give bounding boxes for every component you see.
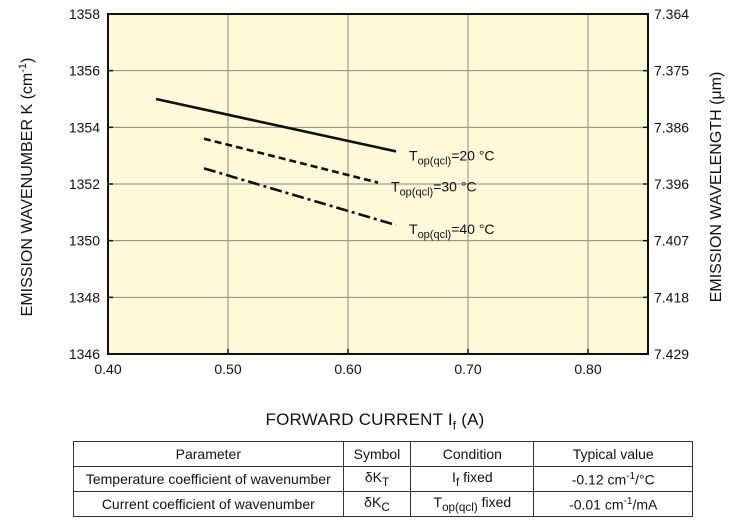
y-axis-label: EMISSION WAVENUMBER K (cm-1)	[17, 58, 36, 317]
grid	[107, 13, 648, 355]
y2-tick-label: 7.418	[654, 289, 689, 305]
header-typical-value: Typical value	[533, 441, 693, 467]
y2-tick-label: 7.364	[654, 6, 689, 22]
y2-tick-label: 7.407	[654, 233, 689, 249]
x-tick-label: 0.60	[334, 361, 361, 377]
y2-tick-label: 7.429	[654, 346, 689, 362]
y-tick-label: 1348	[69, 289, 100, 305]
x-tick-labels: 0.40 0.50 0.60 0.70 0.80	[94, 349, 602, 377]
row-typical-value: -0.01 cm-1/mA	[533, 491, 693, 517]
y-tick-label: 1352	[69, 176, 100, 192]
y2-axis-label: EMISSION WAVELENGTH (μm)	[708, 72, 725, 303]
row-typical-value: -0.12 cm-1/°C	[533, 466, 693, 492]
series-label-3: Top(qcl)=40 °C	[409, 221, 495, 241]
x-tick-label: 0.80	[574, 361, 601, 377]
x-axis-label: FORWARD CURRENT If (A)	[265, 410, 485, 433]
row-parameter: Current coefficient of wavenumber	[73, 491, 344, 517]
series-labels: Top(qcl)=20 °C Top(qcl)=30 °C Top(qcl)=40 …	[391, 147, 495, 241]
y-tick-label: 1354	[69, 119, 100, 135]
series-label-2: Top(qcl)=30 °C	[391, 179, 477, 199]
y2-tick-label: 7.396	[654, 176, 689, 192]
x-tick-label: 0.70	[454, 361, 481, 377]
wavenumber-chart: 0.40 0.50 0.60 0.70 0.80 1346 1348 1350 1352 135…	[17, 6, 725, 377]
y2-tick-labels: 7.429 7.418 7.407 7.396 7.386 7.375 7.364	[643, 6, 689, 362]
series-label-1: Top(qcl)=20 °C	[409, 147, 495, 167]
y2-tick-label: 7.386	[654, 119, 689, 135]
table-row: Current coefficient of wavenumber δKC To…	[73, 491, 693, 517]
y-tick-label: 1358	[69, 6, 100, 22]
row-symbol: δKT	[342, 466, 412, 492]
y-tick-label: 1350	[69, 233, 100, 249]
x-tick-label: 0.50	[214, 361, 241, 377]
y-tick-label: 1356	[69, 63, 100, 79]
row-condition: If fixed	[410, 466, 535, 492]
row-symbol: δKC	[342, 491, 412, 517]
y-tick-label: 1346	[69, 346, 100, 362]
series	[155, 97, 397, 227]
y-tick-labels: 1346 1348 1350 1352 1354 1356 1358	[69, 6, 113, 362]
series-line-1	[155, 97, 397, 153]
row-parameter: Temperature coefficient of wavenumber	[73, 466, 344, 492]
row-condition: Top(qcl) fixed	[410, 491, 535, 517]
header-parameter: Parameter	[73, 441, 344, 467]
header-symbol: Symbol	[342, 441, 412, 467]
table-header-row: Parameter Symbol Condition Typical value	[73, 441, 693, 467]
table-row: Temperature coefficient of wavenumber δK…	[73, 466, 693, 492]
y2-tick-label: 7.375	[654, 63, 689, 79]
x-tick-label: 0.40	[94, 361, 121, 377]
series-line-2	[203, 137, 379, 184]
coefficient-table: Parameter Symbol Condition Typical value…	[73, 441, 693, 517]
header-condition: Condition	[410, 441, 535, 467]
series-line-3	[203, 167, 397, 227]
